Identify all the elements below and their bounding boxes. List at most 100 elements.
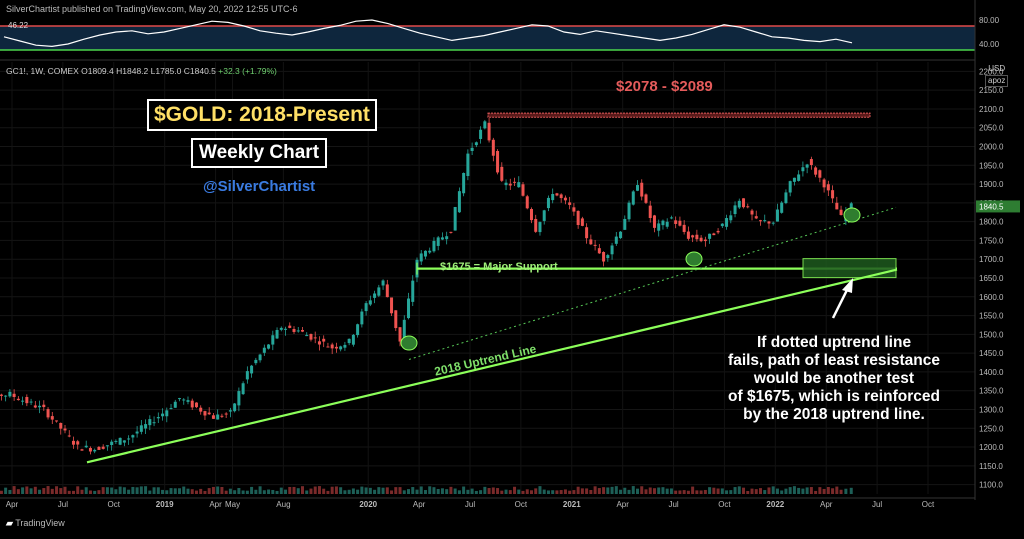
volume-bar bbox=[513, 486, 517, 494]
candle-body bbox=[462, 172, 466, 194]
volume-bar bbox=[186, 488, 190, 494]
volume-bar bbox=[627, 489, 631, 494]
volume-bar bbox=[423, 490, 427, 494]
candle-body bbox=[71, 440, 75, 445]
volume-bar bbox=[211, 486, 215, 494]
price-tick-label: 2000.0 bbox=[979, 143, 1004, 152]
volume-bar bbox=[712, 487, 716, 494]
candle-body bbox=[839, 209, 843, 216]
candle-body bbox=[300, 330, 304, 332]
candle-body bbox=[59, 422, 63, 429]
candle-body bbox=[4, 395, 8, 397]
candle-body bbox=[144, 424, 148, 429]
candle-body bbox=[194, 402, 198, 408]
candle-body bbox=[742, 198, 746, 208]
candle-body bbox=[199, 407, 203, 412]
rsi-value: 46.22 bbox=[8, 21, 29, 30]
candle-body bbox=[114, 440, 118, 442]
volume-bar bbox=[831, 488, 835, 494]
candle-body bbox=[21, 400, 25, 402]
candle-body bbox=[224, 413, 228, 415]
volume-bar bbox=[373, 489, 377, 494]
volume-bar bbox=[317, 486, 321, 494]
volume-bar bbox=[572, 490, 576, 494]
volume-bar bbox=[563, 489, 567, 494]
arrow-shaft bbox=[831, 287, 850, 319]
volume-bar bbox=[678, 490, 682, 494]
volume-bar bbox=[228, 488, 232, 494]
candle-body bbox=[746, 206, 750, 208]
volume-bar bbox=[394, 487, 398, 494]
price-tick-label: 1100.0 bbox=[979, 481, 1003, 490]
candle-body bbox=[546, 197, 550, 209]
candle-body bbox=[127, 438, 131, 440]
candle-body bbox=[173, 401, 177, 408]
volume-bar bbox=[59, 488, 63, 494]
volume-bar bbox=[407, 489, 411, 494]
volume-bar bbox=[449, 486, 453, 494]
volume-bar bbox=[462, 486, 466, 494]
volume-bar bbox=[199, 488, 203, 494]
scale-mode-button[interactable]: apoz bbox=[985, 75, 1009, 87]
candle-body bbox=[602, 252, 606, 262]
candle-body bbox=[29, 401, 33, 403]
volume-bar bbox=[720, 488, 724, 494]
volume-bar bbox=[479, 490, 483, 494]
price-tick-label: 2100.0 bbox=[979, 105, 1004, 114]
volume-bar bbox=[25, 486, 29, 494]
volume-bar bbox=[71, 490, 75, 494]
candle-body bbox=[826, 184, 830, 191]
time-tick-label: May bbox=[225, 500, 240, 509]
volume-bar bbox=[729, 490, 733, 494]
volume-bar bbox=[699, 490, 703, 494]
volume-bar bbox=[746, 490, 750, 494]
price-tick-label: 1900.0 bbox=[979, 180, 1004, 189]
candle-body bbox=[703, 239, 707, 242]
volume-bar bbox=[559, 490, 563, 494]
volume-bar bbox=[0, 490, 3, 494]
candle-body bbox=[12, 393, 16, 397]
volume-bar bbox=[178, 488, 182, 494]
price-tick-label: 1500.0 bbox=[979, 330, 1004, 339]
volume-bar bbox=[271, 489, 275, 494]
candle-body bbox=[271, 335, 275, 345]
candle-body bbox=[84, 445, 88, 448]
resistance-label: $2078 - $2089 bbox=[616, 78, 713, 95]
candle-body bbox=[118, 437, 122, 445]
volume-bar bbox=[326, 490, 330, 494]
candle-body bbox=[381, 280, 385, 286]
volume-bar bbox=[76, 486, 80, 494]
candle-body bbox=[788, 181, 792, 193]
volume-bar bbox=[135, 487, 139, 494]
candle-body bbox=[835, 202, 839, 210]
time-tick-label: Jul bbox=[872, 500, 882, 509]
volume-bar bbox=[152, 487, 156, 494]
candle-body bbox=[534, 218, 538, 232]
volume-bar bbox=[555, 490, 559, 494]
candle-body bbox=[237, 391, 241, 406]
candle-body bbox=[360, 311, 364, 325]
volume-bar bbox=[849, 487, 853, 494]
candle-body bbox=[373, 293, 377, 298]
currency-box[interactable]: USD apoz bbox=[985, 64, 1009, 87]
candle-body bbox=[368, 300, 372, 305]
note-line: of $1675, which is reinforced bbox=[728, 388, 940, 405]
candle-body bbox=[572, 207, 576, 212]
candle-body bbox=[292, 328, 296, 332]
volume-bar bbox=[648, 487, 652, 494]
volume-bar bbox=[737, 486, 741, 494]
candle-body bbox=[674, 220, 678, 224]
candle-body bbox=[614, 236, 618, 244]
price-tick-label: 1950.0 bbox=[979, 161, 1004, 170]
candle-body bbox=[521, 184, 525, 196]
volume-bar bbox=[529, 490, 533, 494]
candle-body bbox=[258, 354, 262, 361]
candle-body bbox=[428, 250, 432, 253]
volume-bar bbox=[538, 486, 542, 494]
candle-body bbox=[254, 359, 258, 364]
note-line: by the 2018 uptrend line. bbox=[743, 406, 925, 423]
high-value: H1848.2 bbox=[116, 66, 149, 76]
candle-body bbox=[801, 167, 805, 172]
